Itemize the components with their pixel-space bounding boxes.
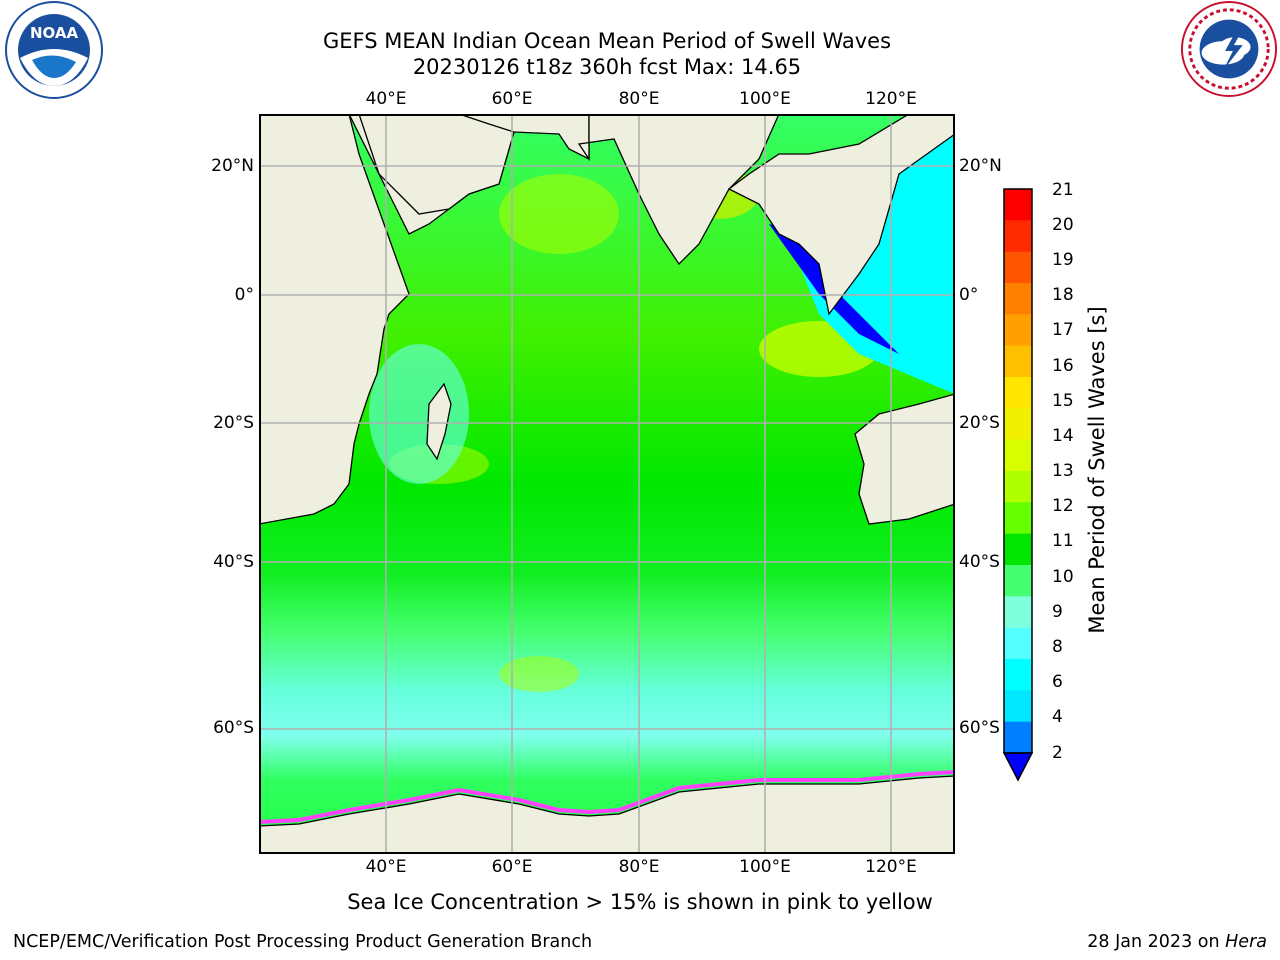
lat-tick-right: 20°S [959,413,1000,433]
lon-tick-bottom: 120°E [865,857,917,877]
lat-tick-left: 40°S [213,552,254,572]
land-arabia [358,114,515,215]
colorbar-band [1004,220,1032,253]
lat-tick-left: 0° [234,285,254,305]
title-line-2: 20230126 t18z 360h fcst Max: 14.65 [412,55,802,79]
lat-tick-left: 60°S [213,718,254,738]
colorbar-tick: 16 [1052,356,1074,376]
lat-tick-left: 20°N [211,156,254,176]
colorbar-band [1004,721,1032,754]
lat-tick-right: 60°S [959,718,1000,738]
colorbar-band [1004,283,1032,315]
land-australia [854,393,955,525]
colorbar-band [1004,408,1032,441]
lon-tick-top: 60°E [491,89,533,109]
colorbar-tick: 2 [1052,743,1063,763]
graticule [259,114,955,854]
footer-date: 28 Jan 2023 on Hera [1087,932,1267,952]
lon-tick-bottom: 60°E [491,857,533,877]
colorbar-band [1004,189,1032,221]
colorbar-tick: 9 [1052,602,1063,622]
swell-high-patch [499,656,579,692]
lon-tick-top: 120°E [865,89,917,109]
noaa-logo-text: NOAA [30,24,79,42]
lat-tick-right: 20°N [959,156,1002,176]
colorbar-band [1004,439,1032,472]
noaa-logo: NOAA [5,1,103,99]
lon-tick-bottom: 80°E [618,857,660,877]
lat-tick-right: 0° [959,285,979,305]
colorbar-tick: 21 [1052,180,1074,200]
sea-ice-note: Sea Ice Concentration > 15% is shown in … [347,890,933,914]
colorbar-band [1004,377,1032,409]
colorbar-tick: 10 [1052,567,1074,587]
colorbar-tick: 12 [1052,496,1074,516]
colorbar-band [1004,345,1032,378]
map-frame [259,114,955,854]
swell-low-patch [369,344,469,484]
colorbar-tick: 14 [1052,426,1074,446]
colorbar-tick: 19 [1052,250,1074,270]
footer-date-text: 28 Jan 2023 on [1087,932,1226,952]
sea-ice-edge [259,770,955,824]
colorbar-frame [1003,188,1033,754]
colorbar-band [1004,659,1032,691]
lon-tick-top: 80°E [618,89,660,109]
colorbar-title: Mean Period of Swell Waves [s] [1085,306,1109,634]
colorbar-band [1004,565,1032,597]
lon-tick-bottom: 40°E [365,857,407,877]
colorbar-tick: 20 [1052,215,1074,235]
colorbar-band [1004,314,1032,347]
lon-tick-bottom: 100°E [739,857,791,877]
colorbar-extend-arrow [1002,752,1034,782]
title-line-1: GEFS MEAN Indian Ocean Mean Period of Sw… [322,29,892,53]
land-southeast-asia [727,114,955,316]
land-antarctica [259,775,955,854]
colorbar-band [1004,251,1032,284]
nws-logo [1180,0,1278,98]
colorbar-band [1004,596,1032,629]
colorbar-band [1004,627,1032,660]
land-masses [259,114,955,854]
lon-tick-top: 40°E [365,89,407,109]
land-india [577,114,780,266]
footer-host: Hera [1225,932,1267,952]
swell-high-patch [499,174,619,254]
lon-tick-top: 100°E [739,89,791,109]
colorbar-band [1004,690,1032,723]
land-madagascar [426,382,452,461]
colorbar-tick: 8 [1052,637,1063,657]
colorbar-tick: 6 [1052,672,1063,692]
colorbar-tick: 18 [1052,285,1074,305]
colorbar-band [1004,533,1032,566]
colorbar-band [1004,471,1032,503]
colorbar-tick: 11 [1052,531,1074,551]
colorbar-tick: 15 [1052,391,1074,411]
land-africa [259,114,410,525]
footer-credit: NCEP/EMC/Verification Post Processing Pr… [13,932,593,952]
colorbar-tick: 13 [1052,461,1074,481]
lat-tick-left: 20°S [213,413,254,433]
colorbar [1002,188,1034,782]
colorbar-band [1004,502,1032,535]
map [259,114,955,854]
colorbar-tick: 4 [1052,707,1063,727]
colorbar-tick: 17 [1052,320,1074,340]
lat-tick-right: 40°S [959,552,1000,572]
